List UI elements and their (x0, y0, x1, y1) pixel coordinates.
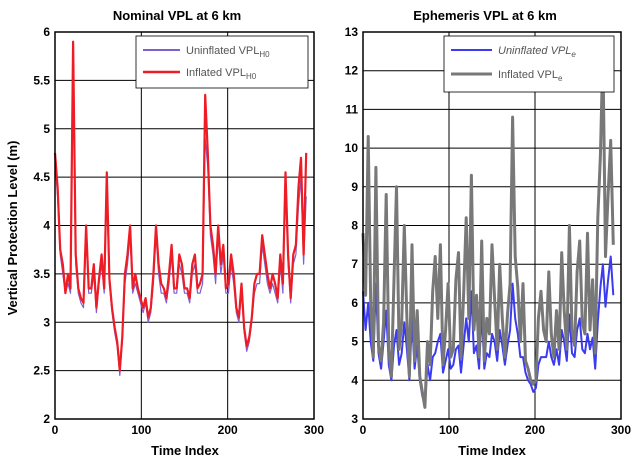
series-lines-nominal (53, 40, 308, 377)
y-tick-label: 5 (351, 335, 358, 349)
y-tick-label: 6 (351, 296, 358, 310)
x-axis-label-nominal: Time Index (151, 443, 219, 458)
y-tick-label: 6 (43, 25, 50, 39)
y-tick-label: 2 (43, 412, 50, 426)
nominal-vpl-panel: Nominal VPL at 6 km 2 2.5 3 3.5 4 4.5 5 5.5 6 0 10… (33, 8, 324, 458)
x-tick-label: 200 (525, 423, 545, 437)
y-tick-label: 3.5 (33, 267, 50, 281)
tick-labels-nominal: 2 2.5 3 3.5 4 4.5 5 5.5 6 0 100 200 300 (33, 25, 324, 437)
series-line-inflated (361, 49, 615, 409)
y-tick-label: 13 (345, 25, 359, 39)
y-tick-label: 5 (43, 122, 50, 136)
x-tick-label: 0 (360, 423, 367, 437)
y-tick-label: 3 (351, 412, 358, 426)
panel-title-nominal: Nominal VPL at 6 km (113, 8, 241, 23)
series-lines-ephemeris (361, 49, 615, 409)
y-tick-label: 3 (43, 315, 50, 329)
legend-label-uninflated-h0: Uninflated VPLH0 (186, 45, 270, 59)
legend-box-ephemeris (443, 35, 615, 93)
x-tick-label: 0 (52, 423, 59, 437)
x-tick-label: 100 (131, 423, 151, 437)
series-line-uninflated (362, 255, 615, 405)
x-tick-label: 200 (218, 423, 238, 437)
plot-frame-nominal (54, 31, 315, 420)
plot-frame-ephemeris (362, 31, 622, 420)
x-tick-label: 100 (439, 423, 459, 437)
series-line-inflated (53, 40, 308, 372)
y-tick-label: 10 (345, 141, 359, 155)
series-line-uninflated (54, 55, 307, 377)
legend-label-inflated-h0: Inflated VPLH0 (186, 67, 257, 81)
legend-nominal: Uninflated VPLH0 Inflated VPLH0 (135, 35, 309, 89)
grid-nominal (54, 31, 315, 420)
legend-label-uninflated-e: Uninflated VPLe (498, 45, 576, 59)
y-tick-label: 11 (345, 102, 358, 116)
legend-box-nominal (135, 35, 309, 89)
y-tick-label: 8 (351, 219, 358, 233)
x-tick-label: 300 (304, 423, 324, 437)
ephemeris-vpl-panel: Ephemeris VPL at 6 km 3 4 5 6 7 8 9 10 11 12 13 0 10… (345, 8, 632, 458)
x-axis-label-ephemeris: Time Index (458, 443, 526, 458)
panel-title-ephemeris: Ephemeris VPL at 6 km (413, 8, 557, 23)
y-tick-label: 4 (351, 373, 358, 387)
y-tick-label: 7 (351, 257, 358, 271)
y-tick-label: 5.5 (33, 73, 50, 87)
y-tick-label: 9 (351, 180, 358, 194)
y-tick-label: 4 (43, 219, 50, 233)
legend-ephemeris: Uninflated VPLe Inflated VPLe (443, 35, 615, 93)
y-tick-label: 4.5 (33, 170, 50, 184)
tick-labels-ephemeris: 3 4 5 6 7 8 9 10 11 12 13 0 100 200 300 (345, 25, 632, 437)
x-tick-label: 300 (611, 423, 631, 437)
y-tick-label: 2.5 (33, 364, 50, 378)
y-axis-label: Vertical Protection Level (m) (5, 141, 20, 316)
y-tick-label: 12 (345, 64, 359, 78)
legend-label-inflated-e: Inflated VPLe (498, 69, 563, 83)
